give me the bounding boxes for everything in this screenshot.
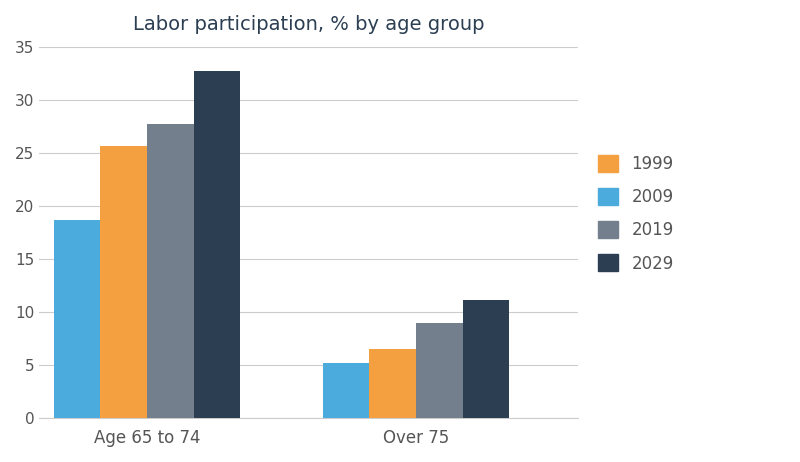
Bar	[147, 124, 194, 418]
Legend: 1999, 2009, 2019, 2029: 1999, 2009, 2019, 2029	[591, 148, 680, 279]
Bar	[416, 323, 462, 418]
Bar	[100, 146, 147, 418]
Bar	[462, 300, 510, 418]
Bar	[194, 71, 240, 418]
Bar	[370, 349, 416, 418]
Title: Labor participation, % by age group: Labor participation, % by age group	[133, 15, 484, 34]
Bar	[322, 363, 370, 418]
Bar	[54, 219, 100, 418]
